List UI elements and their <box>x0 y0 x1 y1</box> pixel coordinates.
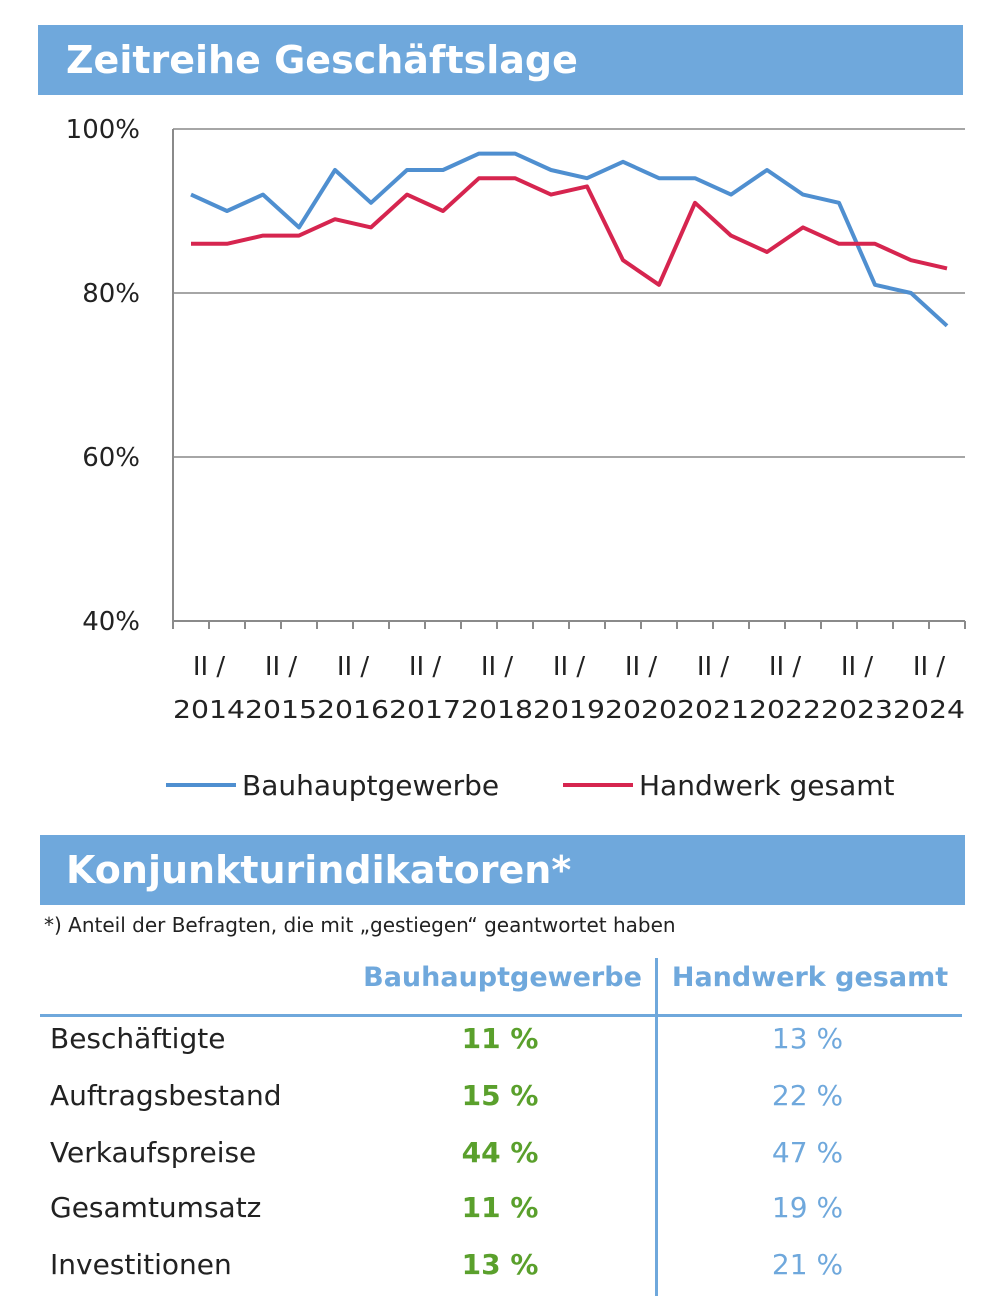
row-label-gesamtumsatz: Gesamtumsatz <box>50 1191 262 1224</box>
y-tick-label: 80% <box>82 279 140 309</box>
value-hw-investitionen: 21 % <box>771 1248 844 1281</box>
column-divider <box>655 958 658 1296</box>
x-tick-label: II /2021 <box>677 652 749 724</box>
x-tick-label: II /2018 <box>461 652 533 724</box>
value-bau-gesamtumsatz: 11 % <box>461 1191 539 1224</box>
x-tick-label: II /2022 <box>749 652 821 724</box>
indicators-title: Konjunkturindikatoren* <box>66 848 572 892</box>
value-bau-investitionen: 13 % <box>461 1248 539 1281</box>
x-tick-label: II /2019 <box>533 652 605 724</box>
y-tick-label: 100% <box>66 115 140 145</box>
row-label-beschaeftigte: Beschäftigte <box>50 1022 226 1055</box>
value-hw-beschaeftigte: 13 % <box>771 1022 844 1055</box>
legend-label: Handwerk gesamt <box>639 769 895 802</box>
value-bau-beschaeftigte: 11 % <box>461 1022 539 1055</box>
x-tick-label: II /2023 <box>821 652 893 724</box>
y-tick-label: 60% <box>82 443 140 473</box>
row-label-auftragsbestand: Auftragsbestand <box>50 1079 282 1112</box>
row-label-verkaufspreise: Verkaufspreise <box>50 1136 257 1169</box>
header-divider <box>40 1014 962 1017</box>
value-hw-auftragsbestand: 22 % <box>771 1079 844 1112</box>
chart-title-banner: Zeitreihe Geschäftslage <box>38 25 963 95</box>
indicators-footnote: *) Anteil der Befragten, die mit „gestie… <box>44 913 676 937</box>
legend-label: Bauhauptgewerbe <box>242 769 499 802</box>
value-bau-verkaufspreise: 44 % <box>461 1136 539 1169</box>
x-tick-label: II /2020 <box>605 652 677 724</box>
value-hw-gesamtumsatz: 19 % <box>771 1191 844 1224</box>
series-line-bauhauptgewerbe <box>190 151 949 328</box>
column-header-handwerk: Handwerk gesamt <box>671 962 949 993</box>
series-line-handwerk <box>191 176 948 287</box>
value-bau-auftragsbestand: 15 % <box>461 1079 539 1112</box>
x-tick-label: II /2015 <box>245 652 317 724</box>
x-tick-label: II /2024 <box>893 652 965 724</box>
chart-title: Zeitreihe Geschäftslage <box>66 38 578 82</box>
x-tick-label: II /2017 <box>389 652 461 724</box>
column-header-bauhauptgewerbe: Bauhauptgewerbe <box>363 962 642 993</box>
value-hw-verkaufspreise: 47 % <box>771 1136 844 1169</box>
x-tick-label: II /2014 <box>173 652 245 724</box>
y-tick-label: 40% <box>82 607 140 637</box>
row-label-investitionen: Investitionen <box>50 1248 232 1281</box>
x-tick-label: II /2016 <box>317 652 389 724</box>
indicators-title-banner: Konjunkturindikatoren* <box>40 835 965 905</box>
